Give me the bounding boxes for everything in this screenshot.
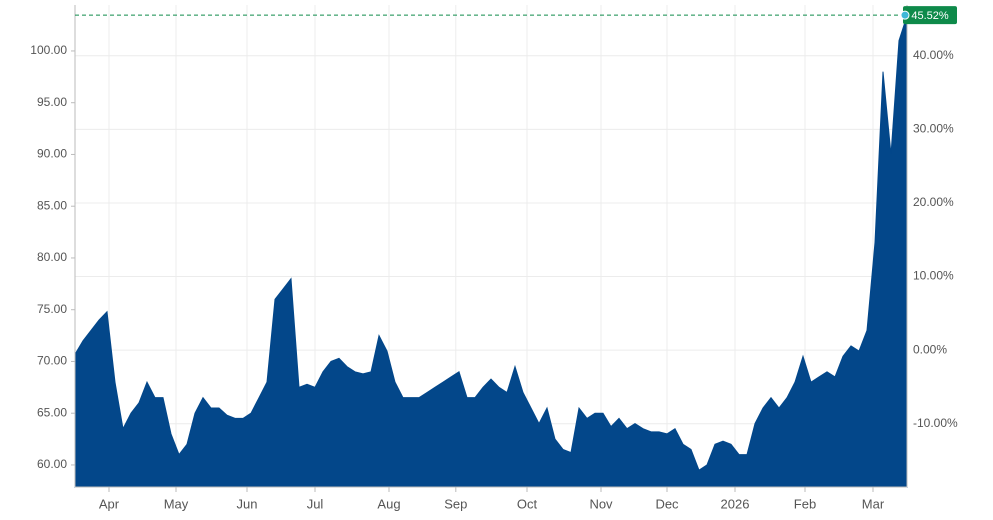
y-tick-label: 70.00 xyxy=(37,354,67,368)
y-tick-label: 100.00 xyxy=(30,43,67,57)
x-tick-label: Feb xyxy=(794,496,816,511)
x-tick-label: Apr xyxy=(99,496,120,511)
x-tick-label: Aug xyxy=(377,496,400,511)
y-tick-label: 90.00 xyxy=(37,147,67,161)
x-tick-label: 2026 xyxy=(721,496,750,511)
last-value-badge xyxy=(903,6,957,25)
area xyxy=(74,15,908,488)
y2-tick-label: 40.00% xyxy=(913,48,954,62)
x-tick-label: Mar xyxy=(862,496,885,511)
x-tick-label: Dec xyxy=(655,496,679,511)
y-tick-label: 75.00 xyxy=(37,302,67,316)
y-tick-label: 65.00 xyxy=(37,405,67,419)
y-tick-label: 95.00 xyxy=(37,95,67,109)
last-value-dot xyxy=(900,10,910,20)
x-tick-label: Oct xyxy=(517,496,538,511)
y-tick-label: 80.00 xyxy=(37,250,67,264)
y2-tick-label: -10.00% xyxy=(913,416,958,430)
y2-tick-label: 10.00% xyxy=(913,269,954,283)
x-tick-label: Jun xyxy=(237,496,258,511)
x-tick-label: May xyxy=(164,496,189,511)
last-value-label: 45.52% xyxy=(911,10,949,22)
x-tick-label: Nov xyxy=(589,496,613,511)
y2-tick-label: 20.00% xyxy=(913,195,954,209)
y2-tick-label: 30.00% xyxy=(913,122,954,136)
x-tick-label: Jul xyxy=(307,496,324,511)
y2-tick-label: 0.00% xyxy=(913,342,947,356)
x-tick-label: Sep xyxy=(444,496,467,511)
y-tick-label: 85.00 xyxy=(37,198,67,212)
y-tick-label: 60.00 xyxy=(37,457,67,471)
